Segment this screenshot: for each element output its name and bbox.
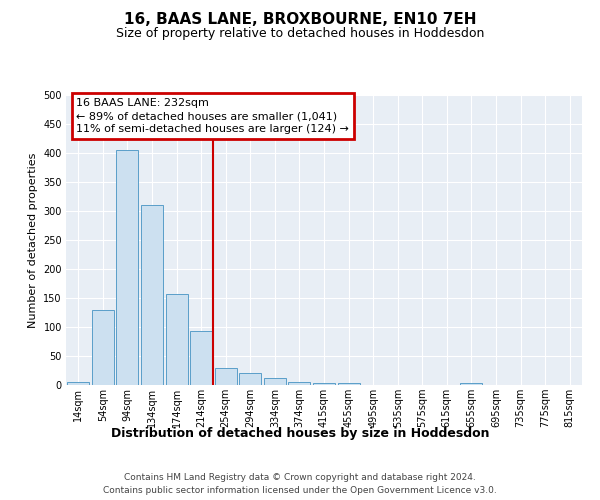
Bar [116,150,139,385]
Bar [239,374,262,385]
Text: Distribution of detached houses by size in Hoddesdon: Distribution of detached houses by size … [111,428,489,440]
Bar [313,382,335,385]
Bar [338,382,359,385]
Bar [289,382,310,385]
Text: 16, BAAS LANE, BROXBOURNE, EN10 7EH: 16, BAAS LANE, BROXBOURNE, EN10 7EH [124,12,476,28]
Bar [141,205,163,385]
Text: Contains HM Land Registry data © Crown copyright and database right 2024.: Contains HM Land Registry data © Crown c… [124,472,476,482]
Text: Contains public sector information licensed under the Open Government Licence v3: Contains public sector information licen… [103,486,497,495]
Text: Size of property relative to detached houses in Hoddesdon: Size of property relative to detached ho… [116,28,484,40]
Y-axis label: Number of detached properties: Number of detached properties [28,152,38,328]
Bar [190,331,212,385]
Bar [92,310,114,385]
Bar [264,378,286,385]
Bar [166,294,188,385]
Bar [215,368,237,385]
Bar [67,382,89,385]
Text: 16 BAAS LANE: 232sqm
← 89% of detached houses are smaller (1,041)
11% of semi-de: 16 BAAS LANE: 232sqm ← 89% of detached h… [76,98,349,134]
Bar [460,384,482,385]
